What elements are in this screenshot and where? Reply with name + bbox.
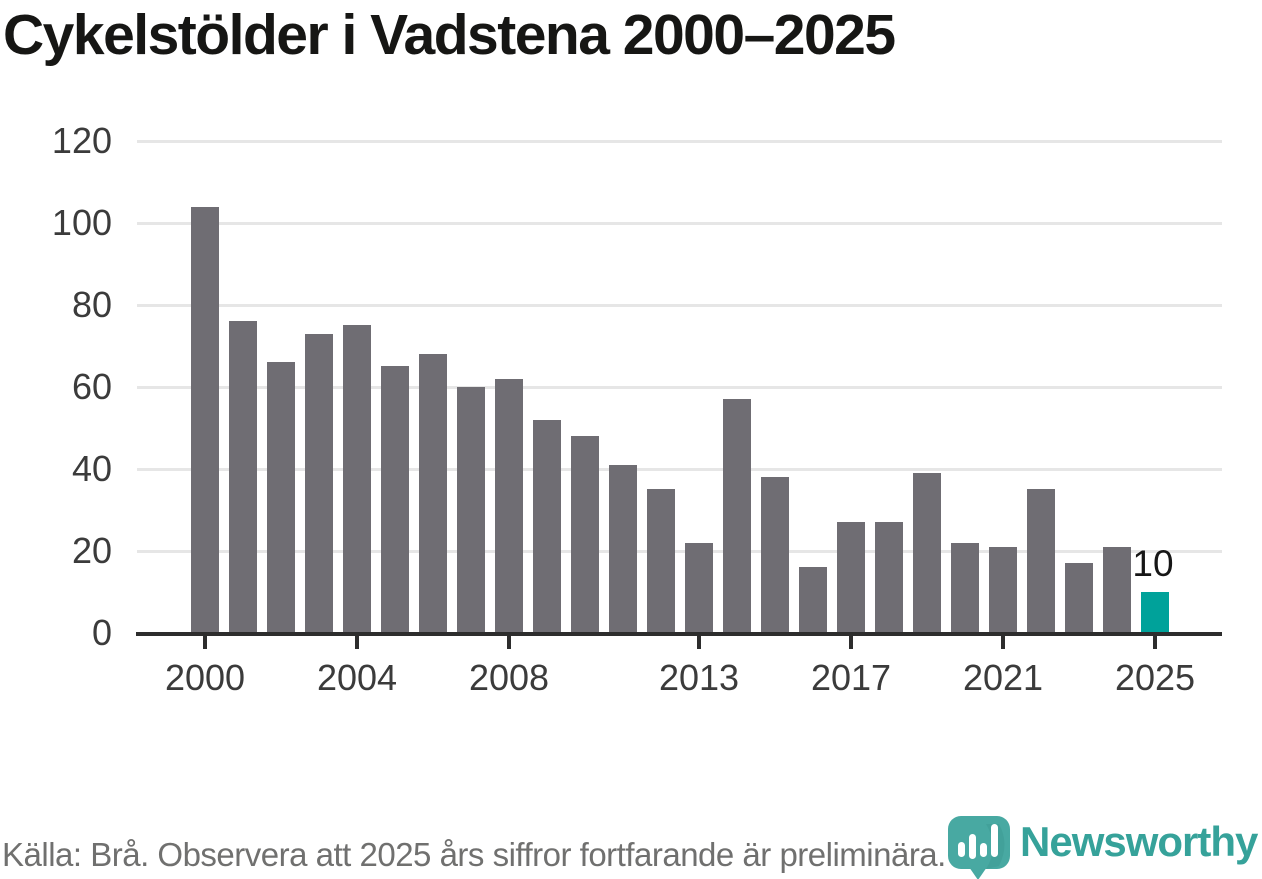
x-axis-tick-2017 [849, 636, 853, 649]
bar-2011 [609, 465, 637, 633]
annotation-2025-value: 10 [1132, 543, 1174, 584]
bar-2005 [381, 366, 409, 633]
gridline-100 [137, 222, 1222, 225]
bar-2017 [837, 522, 865, 633]
x-axis-tick-label-2004: 2004 [316, 657, 398, 698]
x-axis-tick-2021 [1001, 636, 1005, 649]
bar-2012 [647, 489, 675, 633]
y-axis-tick-label-60: 60 [71, 366, 112, 407]
bar-2008 [495, 379, 523, 633]
x-axis-tick-label-2013: 2013 [658, 657, 740, 698]
bar-2013 [685, 543, 713, 633]
bar-2002 [267, 362, 295, 633]
newsworthy-wordmark: Newsworthy [1020, 818, 1258, 865]
x-axis-tick-label-2000: 2000 [164, 657, 246, 698]
x-axis-tick-2025 [1153, 636, 1157, 649]
bar-2001 [229, 321, 257, 633]
bar-2006 [419, 354, 447, 633]
x-axis-line [136, 632, 1222, 636]
y-axis-tick-label-40: 40 [71, 448, 112, 489]
bar-2021 [989, 547, 1017, 633]
newsworthy-bubble-bar-chart-icon [948, 816, 1010, 879]
bar-2024 [1103, 547, 1131, 633]
bar-2025 [1141, 592, 1169, 633]
bar-2000 [191, 207, 219, 633]
y-axis-tick-label-0: 0 [91, 612, 112, 653]
bar-2023 [1065, 563, 1093, 633]
bar-2016 [799, 567, 827, 633]
chart-title: Cykelstölder i Vadstena 2000–2025 [3, 3, 896, 67]
x-axis-tick-label-2008: 2008 [468, 657, 550, 698]
bar-2010 [571, 436, 599, 633]
y-axis-tick-label-20: 20 [71, 530, 112, 571]
newsworthy-logo: Newsworthy [946, 814, 1262, 879]
gridline-60 [137, 386, 1222, 389]
source-note: Källa: Brå. Observera att 2025 års siffr… [2, 836, 946, 873]
gridline-20 [137, 550, 1222, 553]
bar-2003 [305, 334, 333, 633]
x-axis-tick-label-2025: 2025 [1114, 657, 1196, 698]
y-axis-tick-label-100: 100 [51, 202, 112, 243]
bar-2015 [761, 477, 789, 633]
bar-2018 [875, 522, 903, 633]
bar-2019 [913, 473, 941, 633]
bar-2020 [951, 543, 979, 633]
x-axis-tick-2008 [507, 636, 511, 649]
y-axis-tick-label-120: 120 [51, 120, 112, 161]
x-axis-tick-label-2017: 2017 [810, 657, 892, 698]
bar-2007 [457, 387, 485, 633]
y-axis-tick-label-80: 80 [71, 284, 112, 325]
bar-2014 [723, 399, 751, 633]
gridline-120 [137, 140, 1222, 143]
bar-2004 [343, 325, 371, 633]
bar-2022 [1027, 489, 1055, 633]
gridline-80 [137, 304, 1222, 307]
x-axis-tick-2004 [355, 636, 359, 649]
bar-2009 [533, 420, 561, 633]
x-axis-tick-2000 [203, 636, 207, 649]
gridline-40 [137, 468, 1222, 471]
x-axis-tick-2013 [697, 636, 701, 649]
x-axis-tick-label-2021: 2021 [962, 657, 1044, 698]
